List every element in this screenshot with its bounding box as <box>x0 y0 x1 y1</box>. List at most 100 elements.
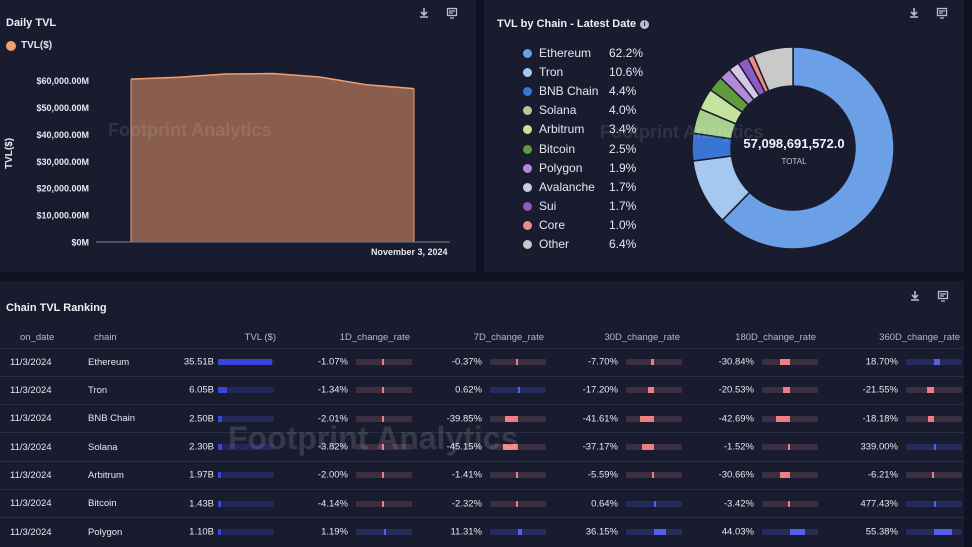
change-rate-bar <box>906 529 962 536</box>
cell-change-rate: 11.31% <box>414 517 548 547</box>
legend-chain-pct: 4.4% <box>609 84 637 99</box>
change-rate-bar <box>490 500 546 507</box>
change-rate-value: -17.20% <box>582 384 618 396</box>
donut-slice <box>721 46 895 250</box>
legend-dot <box>523 68 532 78</box>
download-icon[interactable] <box>908 7 920 19</box>
change-rate-bar <box>626 415 682 422</box>
col-header-on-date[interactable]: on_date <box>20 332 55 344</box>
cell-change-rate: 18.70% <box>820 347 964 377</box>
col-header-7d[interactable]: 7D_change_rate <box>473 332 544 344</box>
change-rate-bar-fill <box>927 415 934 422</box>
cell-change-rate: 0.62% <box>414 375 548 405</box>
tvl-bar <box>218 444 274 451</box>
change-rate-value: -2.01% <box>317 413 348 425</box>
tvl-value: 1.97B <box>189 469 214 481</box>
cell-chain: BNB Chain <box>80 404 156 433</box>
table-row[interactable]: 11/3/2024 Arbitrum 1.97B -2.00% -1.41% -5.59%… <box>0 460 964 490</box>
cell-change-rate: -4.14% <box>280 488 414 518</box>
cell-change-rate: -45.15% <box>414 432 548 462</box>
change-rate-value: -20.53% <box>718 384 754 396</box>
change-rate-bar <box>490 472 546 479</box>
legend-chain-name: Avalanche <box>539 179 595 194</box>
change-rate-bar <box>490 529 546 536</box>
daily-tvl-chart: $0M $10,000.00M $20,000.00M $30,000.00M $40,… <box>36 72 450 248</box>
change-rate-bar-fill <box>651 359 654 366</box>
change-rate-bar-fill <box>640 415 654 422</box>
col-header-360d[interactable]: 360D_change_rate <box>879 332 960 344</box>
cell-change-rate: -39.85% <box>414 404 548 433</box>
legend-dot <box>523 163 532 173</box>
change-rate-bar-fill <box>518 529 522 536</box>
legend-chain-name: Core <box>539 217 566 232</box>
change-rate-value: -30.84% <box>718 356 754 368</box>
tvl-bar-fill <box>218 359 272 366</box>
col-header-chain[interactable]: chain <box>94 332 117 344</box>
change-rate-value: -21.55% <box>862 384 898 396</box>
tvl-by-chain-donut <box>691 46 895 250</box>
cell-tvl: 1.43B <box>156 488 280 518</box>
col-header-1d[interactable]: 1D_change_rate <box>339 332 410 344</box>
change-rate-value: -30.66% <box>718 469 754 481</box>
download-icon[interactable] <box>418 7 430 19</box>
table-row[interactable]: 11/3/2024 BNB Chain 2.50B -2.01% -39.85% -41.… <box>0 404 964 433</box>
change-rate-bar <box>762 387 818 394</box>
cell-change-rate: -17.20% <box>548 375 684 405</box>
col-header-30d[interactable]: 30D_change_rate <box>604 332 680 344</box>
cell-change-rate: -3.42% <box>684 488 820 518</box>
legend-chain-pct: 2.5% <box>609 141 637 156</box>
cell-date: 11/3/2024 <box>0 347 80 377</box>
info-icon[interactable]: i <box>640 20 650 29</box>
cell-change-rate: -1.07% <box>280 347 414 377</box>
legend-chain-name: Other <box>539 237 570 251</box>
legend-dot <box>523 87 532 97</box>
tvl-by-chain-panel: TVL by Chain - Latest Date i Ethereum 62.2… <box>484 0 964 272</box>
embed-icon[interactable] <box>937 290 949 302</box>
legend-chain-name: Arbitrum <box>539 122 585 137</box>
change-rate-bar-fill <box>779 359 790 366</box>
table-row[interactable]: 11/3/2024 Bitcoin 1.43B -4.14% -2.32% 0.64% -3… <box>0 488 964 518</box>
change-rate-value: -6.21% <box>867 469 898 481</box>
cell-tvl: 2.30B <box>156 432 280 462</box>
cell-change-rate: -0.37% <box>414 347 548 377</box>
change-rate-bar <box>356 472 412 479</box>
donut-total-label: TOTAL <box>781 157 807 166</box>
embed-icon[interactable] <box>936 7 948 19</box>
col-header-tvl[interactable]: TVL ($) <box>244 332 276 344</box>
change-rate-bar-fill <box>382 444 384 451</box>
embed-icon[interactable] <box>446 7 458 19</box>
change-rate-value: -1.41% <box>451 469 482 481</box>
tvl-bar-fill <box>218 415 222 422</box>
change-rate-bar-fill <box>516 359 518 366</box>
legend-chain-name: Tron <box>539 65 564 80</box>
change-rate-bar-fill <box>654 529 667 536</box>
change-rate-bar <box>626 359 682 366</box>
change-rate-bar-fill <box>382 387 384 394</box>
legend-label[interactable]: TVL($) <box>21 40 53 51</box>
table-row[interactable]: 11/3/2024 Polygon 1.10B 1.19% 11.31% 36.15% 44… <box>0 517 964 547</box>
table-row[interactable]: 11/3/2024 Solana 2.30B -3.82% -45.15% -37.17%… <box>0 432 964 462</box>
change-rate-value: 36.15% <box>585 526 618 538</box>
cell-date: 11/3/2024 <box>0 432 80 462</box>
change-rate-value: -3.82% <box>317 441 348 453</box>
change-rate-bar <box>762 359 818 366</box>
cell-change-rate: -30.66% <box>684 460 820 490</box>
legend-chain-pct: 1.0% <box>609 217 637 232</box>
legend-dot <box>6 41 16 51</box>
table-row[interactable]: 11/3/2024 Ethereum 35.51B -1.07% -0.37% -7.70… <box>0 347 964 377</box>
legend-dot <box>523 49 532 58</box>
legend-dot <box>523 182 532 192</box>
change-rate-bar-fill <box>779 472 790 479</box>
table-row[interactable]: 11/3/2024 Tron 6.05B -1.34% 0.62% -17.20% -20.… <box>0 375 964 405</box>
donut-slice <box>752 46 794 92</box>
change-rate-bar-fill <box>783 387 790 394</box>
change-rate-bar <box>906 472 962 479</box>
change-rate-bar <box>356 500 412 507</box>
change-rate-value: -2.00% <box>317 469 348 481</box>
cell-change-rate: -18.18% <box>820 404 964 433</box>
chain-tvl-ranking-panel: Chain TVL Ranking on_date chain TVL ($) … <box>0 281 964 547</box>
cell-change-rate: -5.59% <box>548 460 684 490</box>
change-rate-bar <box>356 529 412 536</box>
col-header-180d[interactable]: 180D_change_rate <box>735 332 816 344</box>
download-icon[interactable] <box>909 290 921 302</box>
